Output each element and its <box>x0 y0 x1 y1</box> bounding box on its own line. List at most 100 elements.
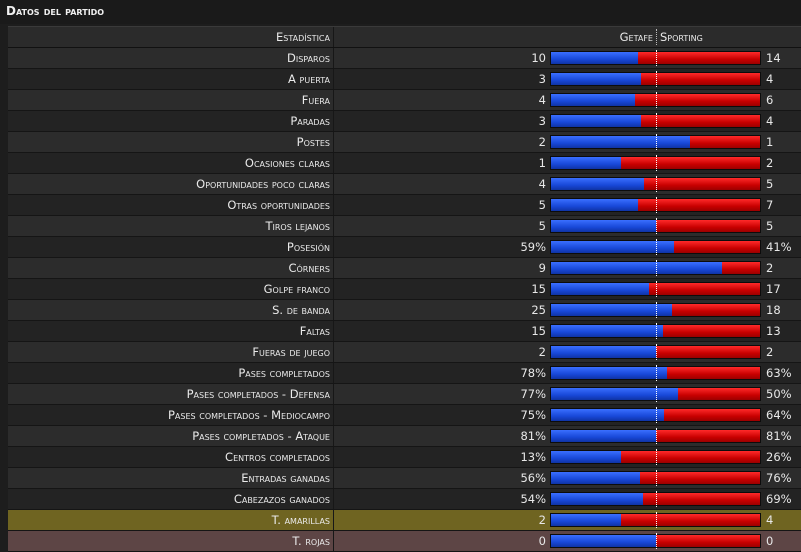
home-bar-fill <box>551 409 664 421</box>
bar-midline <box>656 218 657 234</box>
bar-midline <box>656 428 657 444</box>
home-value: 3 <box>538 114 546 128</box>
away-value: 2 <box>766 261 774 275</box>
stat-row: Cabezazos ganados 54% 69% <box>8 489 801 510</box>
column-divider <box>333 468 334 488</box>
away-value: 81% <box>766 429 792 443</box>
home-value: 5 <box>538 219 546 233</box>
bar-midline <box>656 239 657 255</box>
bar-midline <box>656 50 657 66</box>
column-divider <box>333 384 334 404</box>
stat-label: Oportunidades poco claras <box>196 177 330 191</box>
away-value: 5 <box>766 219 774 233</box>
header-home-team[interactable]: Getafe <box>619 30 653 44</box>
home-bar-fill <box>551 241 675 253</box>
column-divider <box>333 237 334 257</box>
stat-label: Golpe franco <box>263 282 330 296</box>
stat-label: Postes <box>296 135 330 149</box>
home-value: 59% <box>520 240 546 254</box>
home-bar-fill <box>551 94 635 106</box>
stat-row: Fueras de juego 2 2 <box>8 342 801 363</box>
bar-midline <box>656 344 657 360</box>
header-away-team[interactable]: Sporting <box>660 30 703 44</box>
away-value: 41% <box>766 240 792 254</box>
bar-midline <box>656 302 657 318</box>
column-divider <box>333 426 334 446</box>
stat-label: Córners <box>288 261 330 275</box>
stat-row: Postes 2 1 <box>8 132 801 153</box>
stat-row: Paradas 3 4 <box>8 111 801 132</box>
column-divider <box>333 111 334 131</box>
home-bar-fill <box>551 262 722 274</box>
away-value: 18 <box>766 303 781 317</box>
home-bar-fill <box>551 325 664 337</box>
column-divider <box>333 321 334 341</box>
column-divider <box>333 258 334 278</box>
column-divider <box>333 132 334 152</box>
stat-row: Oportunidades poco claras 4 5 <box>8 174 801 195</box>
stats-table: Estadística Getafe Sporting Disparos 10 14… <box>8 26 801 552</box>
comparison-bar <box>550 155 761 171</box>
column-divider <box>333 363 334 383</box>
bar-midline <box>656 281 657 297</box>
home-value: 15 <box>531 282 546 296</box>
stat-label: Fuera <box>301 93 330 107</box>
header-separator <box>656 29 657 45</box>
comparison-bar <box>550 71 761 87</box>
away-value: 13 <box>766 324 781 338</box>
comparison-bar <box>550 239 761 255</box>
home-bar-fill <box>551 73 641 85</box>
home-value: 4 <box>538 177 546 191</box>
home-bar-fill <box>551 346 656 358</box>
away-value: 4 <box>766 513 774 527</box>
stat-label: Cabezazos ganados <box>233 492 330 506</box>
stat-label: Tiros lejanos <box>265 219 330 233</box>
home-bar-fill <box>551 199 639 211</box>
away-value: 1 <box>766 135 774 149</box>
stat-label: Otras oportunidades <box>227 198 330 212</box>
home-bar-fill <box>551 136 691 148</box>
comparison-bar <box>550 512 761 528</box>
bar-midline <box>656 197 657 213</box>
stat-row: S. de banda 25 18 <box>8 300 801 321</box>
bar-midline <box>656 470 657 486</box>
stat-label: A puerta <box>288 72 330 86</box>
bar-midline <box>656 407 657 423</box>
stat-row: A puerta 3 4 <box>8 69 801 90</box>
away-value: 69% <box>766 492 792 506</box>
stat-label: Pases completados - Ataque <box>192 429 330 443</box>
header-stat-label[interactable]: Estadística <box>276 30 330 44</box>
stat-row: Córners 9 2 <box>8 258 801 279</box>
away-value: 14 <box>766 51 781 65</box>
away-value: 17 <box>766 282 781 296</box>
stat-row: Ocasiones claras 1 2 <box>8 153 801 174</box>
stat-row: Pases completados - Mediocampo 75% 64% <box>8 405 801 426</box>
home-value: 2 <box>538 513 546 527</box>
stat-row: Otras oportunidades 5 7 <box>8 195 801 216</box>
stat-label: S. de banda <box>272 303 330 317</box>
home-value: 13% <box>520 450 546 464</box>
bar-midline <box>656 365 657 381</box>
home-value: 0 <box>538 534 546 548</box>
comparison-bar <box>550 176 761 192</box>
home-value: 75% <box>520 408 546 422</box>
stat-row: Disparos 10 14 <box>8 48 801 69</box>
comparison-bar <box>550 344 761 360</box>
column-divider <box>333 300 334 320</box>
bar-midline <box>656 71 657 87</box>
stat-label: Posesión <box>286 240 330 254</box>
comparison-bar <box>550 92 761 108</box>
away-value: 50% <box>766 387 792 401</box>
stat-label: Entradas ganadas <box>241 471 330 485</box>
away-value: 64% <box>766 408 792 422</box>
bar-midline <box>656 92 657 108</box>
home-bar-fill <box>551 178 644 190</box>
comparison-bar <box>550 260 761 276</box>
home-bar-fill <box>551 430 656 442</box>
column-divider <box>333 447 334 467</box>
home-value: 56% <box>520 471 546 485</box>
bar-midline <box>656 155 657 171</box>
away-value: 2 <box>766 156 774 170</box>
stat-row: T. amarillas 2 4 <box>8 510 801 531</box>
home-bar-fill <box>551 514 621 526</box>
